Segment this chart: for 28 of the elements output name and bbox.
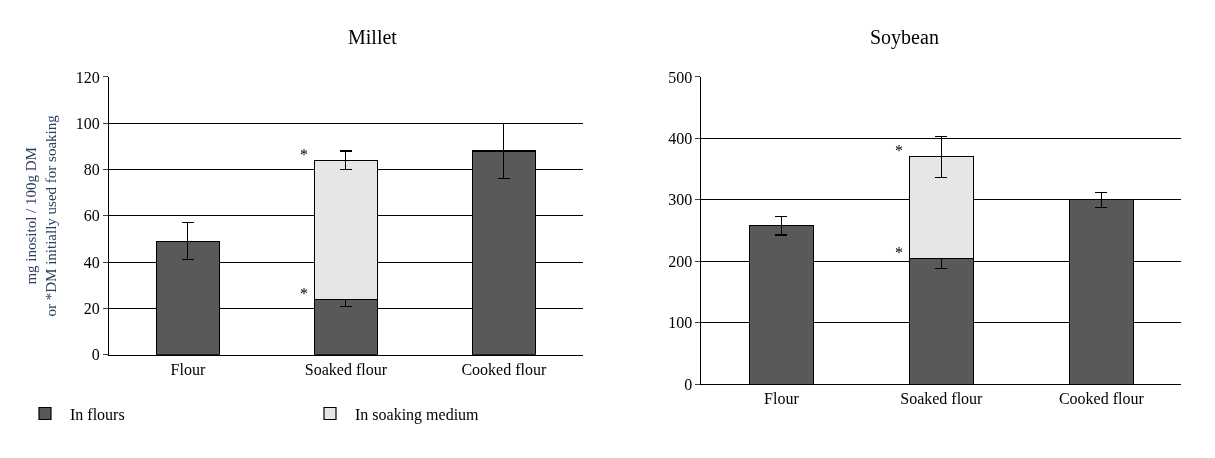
y-tick-label: 80	[83, 161, 100, 179]
x-tick-label: Flour	[170, 361, 206, 378]
y-axis-title: mg inositol / 100g DM or *DM initially used for soaking	[23, 114, 59, 317]
annotation: *	[300, 285, 308, 302]
annotation: *	[895, 244, 903, 261]
y-tick-label: 0	[91, 346, 100, 364]
y-tick-label: 120	[75, 68, 100, 86]
x-tick-label: Soaked flour	[900, 390, 984, 408]
x-tick-label: Flour	[764, 390, 800, 408]
annotation: *	[300, 146, 308, 163]
x-tick-label: Cooked flour	[461, 361, 547, 378]
y-tick-label: 200	[668, 252, 693, 270]
chart-title: Millet	[348, 26, 398, 48]
y-tick-label: 400	[668, 130, 693, 148]
y-tick-label: 100	[668, 314, 693, 332]
x-tick-label: Soaked flour	[304, 361, 388, 378]
legend-label: In soaking medium	[355, 405, 480, 424]
y-tick-label: 20	[83, 300, 100, 318]
y-tick-label: 500	[668, 68, 693, 86]
y-tick-label: 300	[668, 191, 693, 209]
annotation: *	[895, 142, 903, 159]
legend-label: In flours	[70, 405, 125, 423]
x-tick-label: Cooked flour	[1058, 390, 1145, 408]
y-tick-label: 60	[83, 207, 100, 225]
y-tick-label: 100	[75, 114, 100, 132]
y-tick-label: 0	[684, 375, 693, 393]
y-tick-label: 40	[83, 253, 100, 271]
chart-title: Soybean	[870, 26, 939, 49]
